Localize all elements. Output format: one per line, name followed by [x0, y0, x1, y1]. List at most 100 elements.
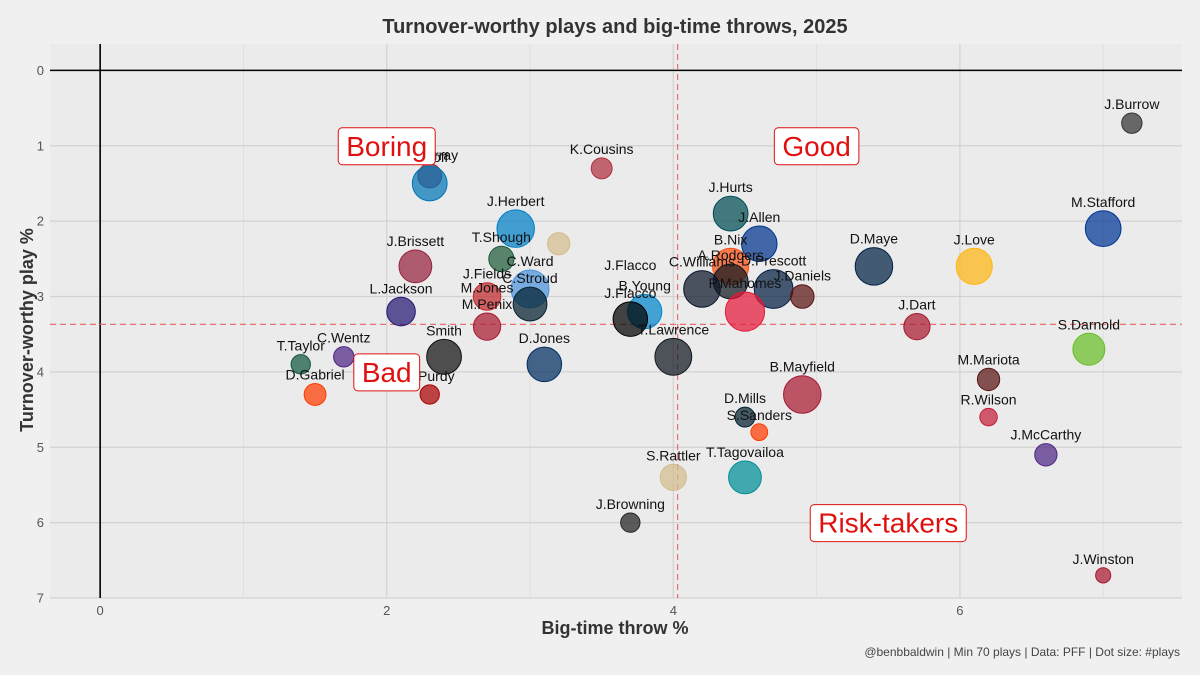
- quadrant-label: Boring: [337, 127, 436, 166]
- data-point: [712, 195, 749, 232]
- data-point: [1095, 567, 1112, 584]
- y-tick-label: 3: [37, 289, 44, 304]
- data-point: [303, 383, 327, 406]
- point-label: J.Flacco: [604, 257, 656, 273]
- chart-caption: @benbbaldwin | Min 70 plays | Data: PFF …: [864, 645, 1180, 659]
- point-label: J.Dart: [898, 297, 935, 313]
- data-point: [290, 354, 311, 375]
- point-label: J.McCarthy: [1010, 427, 1081, 443]
- data-point: [426, 338, 462, 375]
- point-label: T.Taylor: [277, 338, 326, 354]
- x-tick-label: 2: [383, 603, 390, 618]
- data-point: [979, 407, 998, 427]
- point-label: D.Maye: [850, 231, 898, 247]
- point-label: T.Shough: [472, 229, 531, 245]
- point-label: J.Fields: [463, 266, 511, 282]
- point-label: B.Nix: [714, 231, 747, 247]
- data-point: [526, 346, 563, 383]
- y-tick-label: 6: [37, 515, 44, 530]
- point-label: D.Mills: [724, 390, 766, 406]
- data-point: [411, 165, 448, 202]
- y-tick-label: 4: [37, 364, 44, 379]
- data-point: [620, 512, 641, 533]
- point-label: D.Jones: [519, 330, 570, 346]
- point-label: Smith: [426, 322, 462, 338]
- data-point: [419, 384, 440, 405]
- point-label: M.Mariota: [957, 351, 1019, 367]
- point-label: P.Mahomes: [709, 275, 782, 291]
- data-point: [789, 284, 815, 309]
- y-tick-label: 0: [37, 63, 44, 78]
- point-label: C.Williams: [669, 254, 735, 270]
- quadrant-label-box: [337, 127, 436, 166]
- y-axis-title: Turnover-worthy play %: [17, 228, 37, 432]
- point-label: J.Hurts: [708, 179, 752, 195]
- data-point: [750, 423, 769, 442]
- y-tick-label: 7: [37, 591, 44, 606]
- x-tick-label: 4: [670, 603, 677, 618]
- quadrant-label-text: Risk-takers: [818, 508, 958, 539]
- data-point: [472, 312, 502, 341]
- point-label: C.Wentz: [317, 330, 370, 346]
- point-label: S.Darnold: [1058, 316, 1120, 332]
- point-label: J.Browning: [596, 496, 665, 512]
- data-point: [654, 337, 693, 376]
- point-label: J.Flacco: [604, 285, 656, 301]
- quadrant-labels: Boring Good Bad Risk-takers: [337, 127, 967, 543]
- point-label: J.Burrow: [1104, 96, 1160, 112]
- point-label: J.Daniels: [773, 268, 831, 284]
- data-point: [472, 282, 502, 311]
- data-point: [1072, 332, 1106, 366]
- quadrant-label: Good: [773, 127, 860, 166]
- point-label: J.Brissett: [387, 233, 445, 249]
- data-point: [590, 157, 613, 180]
- data-point: [547, 232, 571, 256]
- data-point: [1121, 112, 1143, 134]
- point-label: S.Sanders: [727, 407, 792, 423]
- point-label: C.Stroud: [502, 270, 557, 286]
- point-label: T.Tagovailoa: [706, 444, 784, 460]
- point-label: C.Ward: [507, 253, 554, 269]
- y-tick-label: 1: [37, 138, 44, 153]
- quadrant-label-text: Boring: [346, 131, 427, 162]
- point-label: R.Wilson: [961, 391, 1017, 407]
- data-points: [290, 112, 1143, 584]
- point-label: B.Young: [618, 277, 670, 293]
- y-tick-label: 2: [37, 214, 44, 229]
- point-label: M.Stafford: [1071, 194, 1135, 210]
- chart-title: Turnover-worthy plays and big-time throw…: [382, 16, 847, 38]
- point-label: J.Love: [954, 231, 995, 247]
- data-point: [1084, 210, 1122, 248]
- data-point: [333, 346, 355, 368]
- data-point: [496, 209, 535, 248]
- data-point: [783, 375, 822, 414]
- x-axis-title: Big-time throw %: [542, 618, 689, 638]
- data-point: [976, 367, 1001, 392]
- point-label: M.Jones: [461, 280, 514, 296]
- point-label: B.Mayfield: [770, 359, 835, 375]
- quadrant-label-box: [809, 504, 967, 543]
- point-label: T.Lawrence: [638, 321, 710, 337]
- data-point: [955, 247, 993, 285]
- data-point: [512, 286, 548, 322]
- quadrant-label-box: [353, 353, 421, 392]
- data-point: [398, 249, 433, 284]
- quadrant-label-box: [773, 127, 860, 166]
- data-point: [659, 463, 687, 492]
- data-point: [728, 460, 762, 495]
- point-labels: J.BurrowK.CousinsK.MurrayJ.GoffJ.Herbert…: [277, 96, 1161, 567]
- quadrant-label-text: Bad: [362, 357, 412, 388]
- point-label: D.Prescott: [741, 253, 806, 269]
- zero-axes: [50, 44, 1182, 598]
- quadrant-label: Bad: [353, 353, 421, 392]
- data-point: [683, 270, 721, 308]
- data-point: [612, 301, 649, 337]
- data-point: [1034, 443, 1058, 467]
- point-label: M.Penix: [462, 296, 513, 312]
- x-tick-label: 6: [956, 603, 963, 618]
- data-point: [903, 313, 931, 341]
- quadrant-label-text: Good: [782, 131, 851, 162]
- point-label: J.Herbert: [487, 193, 545, 209]
- point-label: S.Rattler: [646, 447, 701, 463]
